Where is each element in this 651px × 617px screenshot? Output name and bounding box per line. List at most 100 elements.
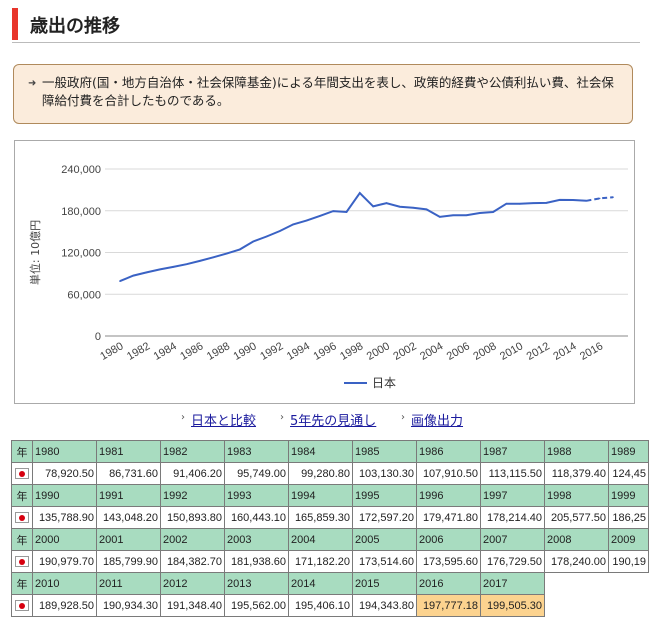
year-cell: 1993 [224,484,289,507]
data-point [452,214,454,217]
data-point [585,199,588,202]
data-point [172,266,175,268]
value-cell: 190,934.30 [96,594,161,617]
year-cell: 2001 [96,528,161,551]
value-cell: 189,928.50 [32,594,97,617]
x-tick-label: 2014 [551,340,578,363]
year-cell: 1986 [416,440,481,463]
year-label-cell: 年 [11,484,33,507]
x-tick-label: 2006 [445,340,472,363]
x-tick-label: 2008 [471,340,498,363]
value-cell: 172,597.20 [352,506,417,529]
value-cell: 91,406.20 [160,462,225,485]
description-text: 一般政府(国・地方自治体・社会保障基金)による年間支出を表し、政策的経費や公債利… [42,75,614,108]
data-table: 年 1980 1981 1982 1983 1984 1985 1986 1987 1988 198… [11,440,649,617]
chevron-right-icon: › [280,412,284,423]
value-cell: 176,729.50 [480,550,545,573]
series-line-forecast [586,196,614,202]
data-point [305,219,308,222]
empty-cell [544,594,609,617]
year-cell: 2013 [224,572,289,595]
value-cell: 190,979.70 [32,550,97,573]
japan-flag-icon [15,600,29,612]
year-cell: 2012 [160,572,225,595]
compare-link[interactable]: 日本と比較 [191,414,257,429]
x-tick-label: 1990 [232,340,259,363]
line-chart: 0 60,000 120,000 180,000 240,000 単位: 10億円 1980… [28,164,628,390]
value-cell: 194,343.80 [352,594,417,617]
action-links: › 日本と比較 › 5年先の見通し › 画像出力 [0,410,651,430]
data-point [558,199,561,201]
x-tick-label: 2002 [391,340,418,363]
data-point [345,211,348,213]
y-tick-label: 120,000 [61,248,101,260]
year-cell: 2017 [480,572,545,595]
year-cell: 2000 [32,528,97,551]
data-point [532,202,534,204]
table-row-years: 年 1990 1991 1992 1993 1994 1995 1996 1997 1998 199… [11,484,649,507]
empty-cell [608,594,649,617]
data-point [385,202,388,204]
year-cell: 1987 [480,440,545,463]
value-cell: 190,19 [608,550,649,573]
value-cell: 173,514.60 [352,550,417,573]
description-box: ➜ 一般政府(国・地方自治体・社会保障基金)による年間支出を表し、政策的経費や公… [13,64,633,124]
data-point [159,268,161,271]
value-cell: 135,788.90 [32,506,97,529]
year-cell: 2015 [352,572,417,595]
year-cell: 1984 [288,440,353,463]
data-point [252,240,255,243]
data-point [465,214,468,217]
x-tick-label: 1980 [98,340,125,363]
section-heading: 歳出の推移 [12,8,640,43]
data-point [145,271,148,274]
value-cell: 181,938.60 [224,550,289,573]
year-cell: 1988 [544,440,609,463]
image-export-link[interactable]: 画像出力 [411,414,464,429]
data-point [279,230,281,232]
table-row-years: 年 1980 1981 1982 1983 1984 1985 1986 1987 1988 198… [11,440,649,463]
series-line [119,191,587,283]
data-point [572,199,574,201]
data-point [545,202,548,204]
flag-cell [11,594,33,617]
value-cell: 86,731.60 [96,462,161,485]
value-cell: 165,859.30 [288,506,353,529]
x-tick-label: 1986 [178,340,205,363]
x-tick-label: 2004 [418,340,445,363]
value-cell: 124,45 [608,462,649,485]
forecast-link[interactable]: 5年先の見通し [290,414,377,429]
x-tick-label: 2010 [498,340,525,363]
value-cell: 178,214.40 [480,506,545,529]
data-point [425,208,428,211]
value-cell: 95,749.00 [224,462,289,485]
year-cell: 2005 [352,528,417,551]
table-row-values: 78,920.50 86,731.60 91,406.20 95,749.00 99,2… [11,462,649,485]
table-row-years: 年 2010 2011 2012 2013 2014 2015 2016 2017 [11,572,649,595]
japan-flag-icon [15,556,29,568]
value-cell: 179,471.80 [416,506,481,529]
value-cell: 184,382.70 [160,550,225,573]
x-tick-label: 2012 [525,340,552,363]
page-title: 歳出の推移 [30,16,120,37]
x-tick-label: 2000 [365,340,392,363]
data-point [225,252,228,255]
japan-flag-icon [15,512,29,524]
value-cell: 186,25 [608,506,649,529]
bullet-arrow-icon: ➜ [28,78,37,89]
year-cell: 1989 [608,440,649,463]
data-point [199,260,201,262]
year-cell: 2004 [288,528,353,551]
value-cell: 113,115.50 [480,462,545,485]
year-cell: 2002 [160,528,225,551]
year-cell: 2011 [96,572,161,595]
forecast-value-cell: 199,505.30 [480,594,545,617]
year-cell: 1983 [224,440,289,463]
data-point [332,210,334,212]
data-point [399,205,401,208]
heading-accent-bar [12,8,18,40]
year-cell: 2009 [608,528,649,551]
data-point [119,280,121,282]
table-row-values: 189,928.50 190,934.30 191,348.40 195,562.00… [11,594,649,617]
year-cell: 1994 [288,484,353,507]
